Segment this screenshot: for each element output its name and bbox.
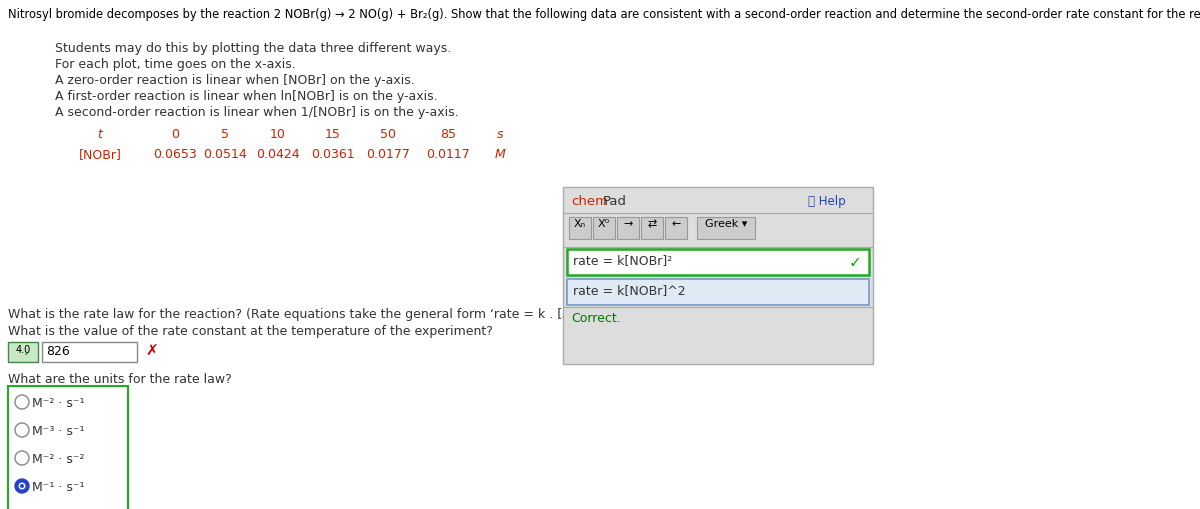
Text: Correct.: Correct.	[571, 312, 620, 324]
FancyBboxPatch shape	[569, 217, 592, 240]
Text: A second-order reaction is linear when 1/[NOBr] is on the y-axis.: A second-order reaction is linear when 1…	[55, 106, 458, 119]
Text: 15: 15	[325, 128, 341, 140]
Ellipse shape	[20, 484, 24, 488]
Text: 0: 0	[172, 128, 179, 140]
Text: What is the rate law for the reaction? (Rate equations take the general form ‘ra: What is the rate law for the reaction? (…	[8, 307, 619, 320]
FancyBboxPatch shape	[42, 343, 137, 362]
Text: 4.0: 4.0	[16, 344, 31, 354]
FancyBboxPatch shape	[617, 217, 640, 240]
FancyBboxPatch shape	[641, 217, 662, 240]
Text: 0.0117: 0.0117	[426, 148, 470, 161]
Text: →: →	[623, 218, 632, 229]
Text: ⇄: ⇄	[647, 218, 656, 229]
Text: rate = k[NOBr]^2: rate = k[NOBr]^2	[574, 284, 685, 296]
Text: M: M	[494, 148, 505, 161]
Text: Greek ▾: Greek ▾	[704, 218, 748, 229]
Text: Students may do this by plotting the data three different ways.: Students may do this by plotting the dat…	[55, 42, 451, 55]
Text: rate = k[NOBr]²: rate = k[NOBr]²	[574, 253, 672, 267]
Text: M⁻² · s⁻²: M⁻² · s⁻²	[32, 452, 84, 465]
Text: 10: 10	[270, 128, 286, 140]
Text: 50: 50	[380, 128, 396, 140]
Text: M⁻² · s⁻¹: M⁻² · s⁻¹	[32, 396, 84, 409]
FancyBboxPatch shape	[697, 217, 755, 240]
Text: 0.0361: 0.0361	[311, 148, 355, 161]
Text: 826: 826	[46, 344, 70, 357]
Text: 0.0177: 0.0177	[366, 148, 410, 161]
Ellipse shape	[18, 483, 25, 490]
Text: A zero-order reaction is linear when [NOBr] on the y-axis.: A zero-order reaction is linear when [NO…	[55, 74, 415, 87]
Text: ✓: ✓	[848, 254, 862, 269]
FancyBboxPatch shape	[8, 386, 128, 509]
Text: 5: 5	[221, 128, 229, 140]
Text: 0.0514: 0.0514	[203, 148, 247, 161]
Text: Xₙ: Xₙ	[574, 218, 586, 229]
Text: s: s	[497, 128, 503, 140]
Text: 85: 85	[440, 128, 456, 140]
Text: ⓘ Help: ⓘ Help	[808, 194, 846, 208]
FancyBboxPatch shape	[8, 343, 38, 362]
Text: For each plot, time goes on the x-axis.: For each plot, time goes on the x-axis.	[55, 58, 295, 71]
Text: X⁰: X⁰	[598, 218, 610, 229]
Text: Nitrosyl bromide decomposes by the reaction 2 NOBr(g) → 2 NO(g) + Br₂(g). Show t: Nitrosyl bromide decomposes by the react…	[8, 8, 1200, 21]
Text: 0.0424: 0.0424	[256, 148, 300, 161]
FancyBboxPatch shape	[665, 217, 686, 240]
FancyBboxPatch shape	[593, 217, 616, 240]
Ellipse shape	[14, 479, 29, 493]
Text: A first-order reaction is linear when ln[NOBr] is on the y-axis.: A first-order reaction is linear when ln…	[55, 90, 438, 103]
Text: t: t	[97, 128, 102, 140]
Text: M⁻³ · s⁻¹: M⁻³ · s⁻¹	[32, 424, 84, 437]
Text: Pad: Pad	[602, 194, 626, 208]
Text: What is the value of the rate constant at the temperature of the experiment?: What is the value of the rate constant a…	[8, 324, 493, 337]
FancyBboxPatch shape	[568, 249, 869, 275]
Text: chem: chem	[571, 194, 608, 208]
Text: 0.0653: 0.0653	[154, 148, 197, 161]
Text: ✗: ✗	[145, 344, 157, 358]
Text: [NOBr]: [NOBr]	[78, 148, 121, 161]
Text: ✓: ✓	[24, 348, 30, 357]
Text: M⁻¹ · s⁻¹: M⁻¹ · s⁻¹	[32, 480, 84, 493]
FancyBboxPatch shape	[563, 188, 874, 364]
FancyBboxPatch shape	[568, 279, 869, 305]
Text: What are the units for the rate law?: What are the units for the rate law?	[8, 372, 232, 385]
Text: ←: ←	[671, 218, 680, 229]
